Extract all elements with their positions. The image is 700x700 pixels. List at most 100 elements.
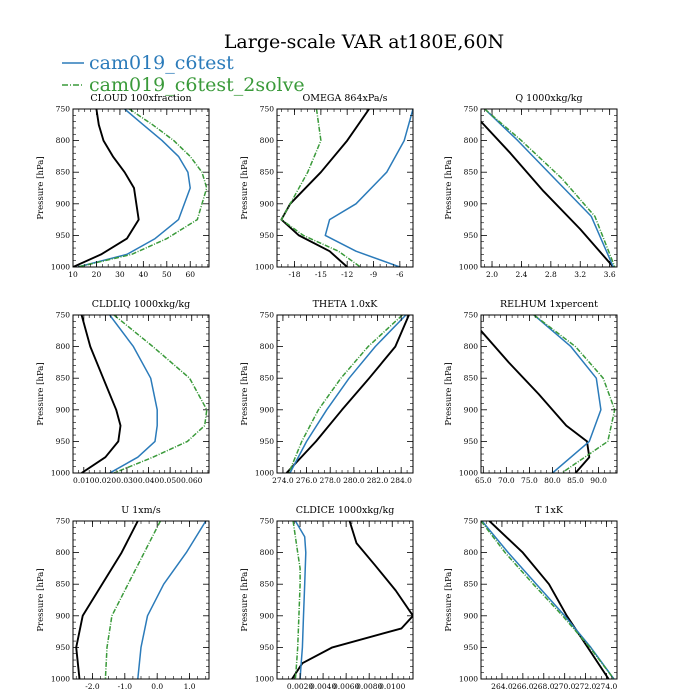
panel-t-xtick-label: 274.0	[596, 682, 618, 691]
panel-relhum-ytick-label: 950	[464, 437, 479, 446]
panel-u-ytick-label: 950	[56, 643, 71, 652]
panel-cloud-xtick-label: 60	[185, 270, 195, 279]
panel-theta-series	[285, 315, 410, 473]
panel-cloud-xtick-label: 40	[139, 270, 149, 279]
panel-cldice-line-cam019-c6test-2solve	[292, 521, 301, 679]
panel-q-ytick-label: 1000	[459, 263, 478, 272]
panel-cldliq-series	[80, 315, 208, 473]
panel-omega-ytick-label: 750	[260, 105, 275, 114]
panel-omega-ylabel: Pressure [hPa]	[240, 156, 250, 219]
panel-theta: THETA 1.0xK Pressure [hPa] 750 800 850 900 950…	[240, 299, 414, 485]
panel-q-xtick-label: 2.0	[486, 270, 498, 279]
panel-cldliq-ytick-label: 800	[56, 342, 71, 351]
panel-theta-xtick-label: 282.0	[367, 476, 389, 485]
panel-q-ytick-label: 900	[464, 199, 479, 208]
panel-relhum-xtick-label: 75.0	[521, 476, 538, 485]
panel-theta-xtick-label: 274.0	[272, 476, 294, 485]
panel-q-xtick-label: 3.6	[604, 270, 616, 279]
panel-omega-xtick-label: -6	[396, 270, 404, 279]
panel-cloud-frame	[72, 108, 210, 268]
figure-title: Large-scale VAR at180E,60N	[224, 31, 504, 53]
panel-cldice-xtick-label: 0.0020	[287, 682, 313, 691]
panel-t-xtick-label: 270.0	[554, 682, 576, 691]
panel-relhum-line-reference	[481, 330, 591, 473]
panel-theta-ylabel: Pressure [hPa]	[240, 362, 250, 425]
panel-u: U 1xm/s Pressure [hPa] 750 800 850 900 950 1000…	[36, 505, 210, 691]
panel-relhum-xtick-label: 65.0	[475, 476, 492, 485]
panel-cldice-ytick-label: 1000	[255, 675, 274, 684]
panel-omega-ytick-label: 950	[260, 231, 275, 240]
panel-cldice-title: CLDICE 1000xkg/kg	[296, 505, 395, 516]
panel-u-ytick-label: 800	[56, 548, 71, 557]
panel-cldliq-xtick-label: 0.010	[73, 476, 95, 485]
panel-cldice-xtick-label: 0.0040	[310, 682, 336, 691]
panel-relhum-ytick-label: 900	[464, 405, 479, 414]
panel-cloud-xtick-label: 10	[68, 270, 78, 279]
panel-omega: OMEGA 864xPa/s Pressure [hPa] 750 800 850 900…	[240, 93, 414, 279]
panel-t-ytick-label: 850	[464, 580, 479, 589]
panel-cldice-ytick-label: 900	[260, 611, 275, 620]
panel-q-xtick-label: 3.2	[574, 270, 586, 279]
panel-cldice-line-cam019-c6test	[294, 521, 307, 679]
panel-relhum-series	[481, 315, 616, 473]
panel-cldice-series	[291, 521, 413, 679]
panel-relhum-ytick-label: 750	[464, 311, 479, 320]
panel-t-title: T 1xK	[535, 505, 564, 516]
panel-relhum-ytick-label: 1000	[459, 469, 478, 478]
panel-t-ytick-label: 950	[464, 643, 479, 652]
panel-t-line-cam019-c6test-2solve	[481, 521, 615, 679]
panel-u-xtick-label: 0.0	[151, 682, 163, 691]
panel-theta-xtick-label: 276.0	[296, 476, 318, 485]
panel-q-line-cam019-c6test	[484, 109, 614, 267]
panel-u-ylabel: Pressure [hPa]	[36, 568, 46, 631]
panel-t-series	[481, 521, 615, 679]
panel-q-series	[481, 109, 616, 267]
panel-cldliq-frame	[72, 314, 210, 474]
panel-omega-xtick-label: -9	[370, 270, 378, 279]
panel-cldice-ytick-label: 850	[260, 580, 275, 589]
panel-q-xtick-label: 2.8	[545, 270, 557, 279]
panel-cldliq-ytick-label: 850	[56, 374, 71, 383]
panel-u-xtick-label: -1.0	[118, 682, 133, 691]
panel-cldliq: CLDLIQ 1000xkg/kg Pressure [hPa] 750 800 850…	[36, 299, 210, 485]
panel-theta-title: THETA 1.0xK	[313, 299, 379, 310]
panel-u-line-cam019-c6test-2solve	[104, 521, 162, 679]
panel-cldliq-line-cam019-c6test	[109, 315, 158, 473]
panel-relhum-frame	[480, 314, 618, 474]
legend-label-series-2: cam019_c6test_2solve	[89, 74, 305, 96]
panel-omega-line-cam019-c6test-2solve	[280, 109, 361, 267]
panel-q: Q 1000xkg/kg Pressure [hPa] 750 800 850 900 95…	[444, 93, 618, 279]
panel-u-line-cam019-c6test	[137, 521, 207, 679]
panel-theta-ytick-label: 800	[260, 342, 275, 351]
panel-theta-ytick-label: 900	[260, 405, 275, 414]
panel-relhum-xtick-label: 80.0	[544, 476, 561, 485]
panel-q-ytick-label: 950	[464, 231, 479, 240]
panel-u-ytick-label: 850	[56, 580, 71, 589]
panel-cloud-ytick-label: 850	[56, 168, 71, 177]
panel-theta-ytick-label: 950	[260, 437, 275, 446]
panel-q-ytick-label: 850	[464, 168, 479, 177]
panel-t-ytick-label: 800	[464, 548, 479, 557]
panel-omega-series	[280, 109, 413, 267]
panel-cldice-xtick-label: 0.0080	[356, 682, 382, 691]
panel-cldice-ytick-label: 800	[260, 548, 275, 557]
panel-theta-xtick-label: 284.0	[390, 476, 412, 485]
panel-cldliq-line-cam019-c6test-2solve	[113, 315, 208, 473]
panel-theta-line-cam019-c6test-2solve	[288, 315, 403, 473]
panel-relhum-ytick-label: 850	[464, 374, 479, 383]
panel-t-ytick-label: 1000	[459, 675, 478, 684]
panel-u-ytick-label: 1000	[51, 675, 70, 684]
panel-cldliq-xtick-label: 0.060	[181, 476, 203, 485]
panel-cloud-xtick-label: 50	[162, 270, 172, 279]
panel-cloud-ytick-label: 1000	[51, 263, 70, 272]
panel-q-line-cam019-c6test-2solve	[484, 109, 616, 267]
panel-cloud-series	[73, 109, 208, 267]
panel-t-xtick-label: 268.0	[533, 682, 555, 691]
panel-t-xtick-label: 264.0	[491, 682, 513, 691]
panel-cloud: CLOUD 100xfraction Pressure [hPa] 750 800 85…	[36, 93, 210, 279]
panel-t-ytick-label: 900	[464, 611, 479, 620]
panel-t: T 1xK Pressure [hPa] 750 800 850 900 950 1000 26…	[444, 505, 618, 691]
panel-omega-xtick-label: -18	[289, 270, 301, 279]
panel-theta-xtick-label: 280.0	[343, 476, 365, 485]
